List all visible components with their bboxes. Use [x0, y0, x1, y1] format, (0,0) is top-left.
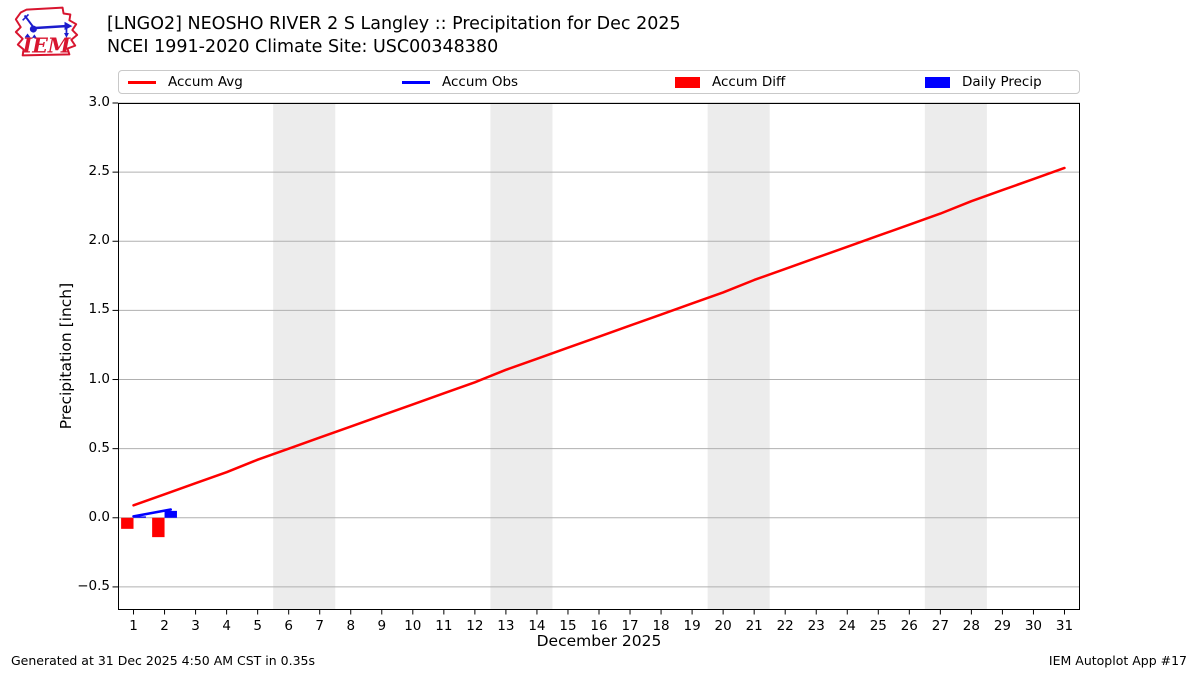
x-tick-label: 28 [962, 618, 980, 634]
title-block: [LNGO2] NEOSHO RIVER 2 S Langley :: Prec… [107, 13, 681, 59]
footer-app-text: IEM Autoplot App #17 [1048, 653, 1187, 668]
x-tick-label: 24 [838, 618, 856, 634]
y-tick-label: 1.0 [88, 370, 110, 387]
x-tick-label: 18 [652, 618, 670, 634]
x-tick-label: 15 [559, 618, 577, 634]
y-tick-label: 0.0 [88, 508, 110, 525]
x-tick-label: 6 [284, 618, 293, 634]
x-tick-label: 7 [315, 618, 324, 634]
footer-generated-text: Generated at 31 Dec 2025 4:50 AM CST in … [11, 653, 315, 668]
x-tick-label: 31 [1055, 618, 1074, 634]
y-tick-label: 1.5 [88, 301, 110, 318]
legend-item-accum-diff: Accum Diff [675, 71, 785, 93]
x-axis-title: December 2025 [536, 632, 662, 650]
legend-item-accum-avg: Accum Avg [128, 71, 243, 93]
accum-avg-line [132, 166, 1066, 507]
x-tick-label: 1 [129, 618, 138, 634]
chart-subtitle: NCEI 1991-2020 Climate Site: USC00348380 [107, 37, 499, 57]
daily-precip-bar [164, 510, 177, 518]
x-tick-label: 19 [683, 618, 701, 634]
y-tick-label: 2.0 [88, 232, 110, 249]
x-tick-label: 4 [222, 618, 231, 634]
daily-precip-bar [133, 516, 146, 518]
plot-area [112, 102, 1080, 615]
iowa-outline-shape [14, 6, 79, 57]
chart-title: [LNGO2] NEOSHO RIVER 2 S Langley :: Prec… [107, 14, 681, 34]
x-tick-label: 2 [160, 618, 169, 634]
x-tick-label: 10 [404, 618, 422, 634]
x-tick-label: 9 [377, 618, 387, 634]
x-tick-label: 21 [745, 618, 763, 634]
accum-diff-rect-swatch [675, 76, 700, 88]
daily-precip-rect-swatch [925, 76, 950, 88]
y-tick-label: −0.5 [77, 577, 110, 594]
legend-item-accum-obs: Accum Obs [402, 71, 518, 93]
x-tick-label: 16 [590, 618, 608, 634]
x-tick-label: 5 [253, 618, 262, 634]
legend-item-daily-precip: Daily Precip [925, 71, 1042, 93]
y-tick-label: 0.5 [88, 439, 110, 456]
weekend-shading-band [707, 103, 770, 610]
accum-obs-line [132, 508, 173, 518]
x-tick-label: 14 [528, 618, 546, 634]
x-tick-label: 12 [466, 618, 484, 634]
legend-label: Accum Diff [712, 74, 786, 90]
x-tick-label: 29 [993, 618, 1011, 634]
iem-logo: IEM [14, 6, 79, 57]
x-tick-label: 23 [807, 618, 825, 634]
y-tick-label: 2.5 [88, 163, 110, 180]
accum-obs-line-swatch [402, 80, 430, 84]
chart-legend: Accum Avg Accum Obs Accum Diff Daily Pre… [118, 70, 1080, 94]
weekend-shading-band [924, 103, 987, 610]
x-tick-label: 26 [900, 618, 918, 634]
x-tick-label: 27 [931, 618, 949, 634]
accum-avg-line-swatch [128, 80, 156, 84]
accum-diff-bar [152, 517, 165, 538]
x-tick-label: 3 [191, 618, 200, 634]
accum-diff-bar [121, 517, 134, 529]
x-tick-label: 20 [714, 618, 732, 634]
x-tick-label: 13 [497, 618, 515, 634]
x-tick-label: 8 [346, 618, 356, 634]
legend-label: Accum Avg [168, 74, 243, 90]
legend-label: Daily Precip [962, 74, 1042, 90]
weekend-shading-band [273, 103, 336, 610]
x-tick-label: 25 [869, 618, 887, 634]
y-tick-label: 3.0 [88, 94, 110, 110]
weather-vane-icon [22, 13, 73, 38]
y-axis-title: Precipitation [inch] [57, 282, 75, 430]
iem-logo-text: IEM [22, 33, 72, 57]
x-tick-label: 11 [435, 618, 453, 634]
x-tick-label: 17 [621, 618, 639, 634]
x-tick-label: 22 [776, 618, 794, 634]
x-tick-label: 30 [1024, 618, 1043, 634]
chart-canvas [112, 102, 1080, 615]
legend-label: Accum Obs [442, 74, 519, 90]
